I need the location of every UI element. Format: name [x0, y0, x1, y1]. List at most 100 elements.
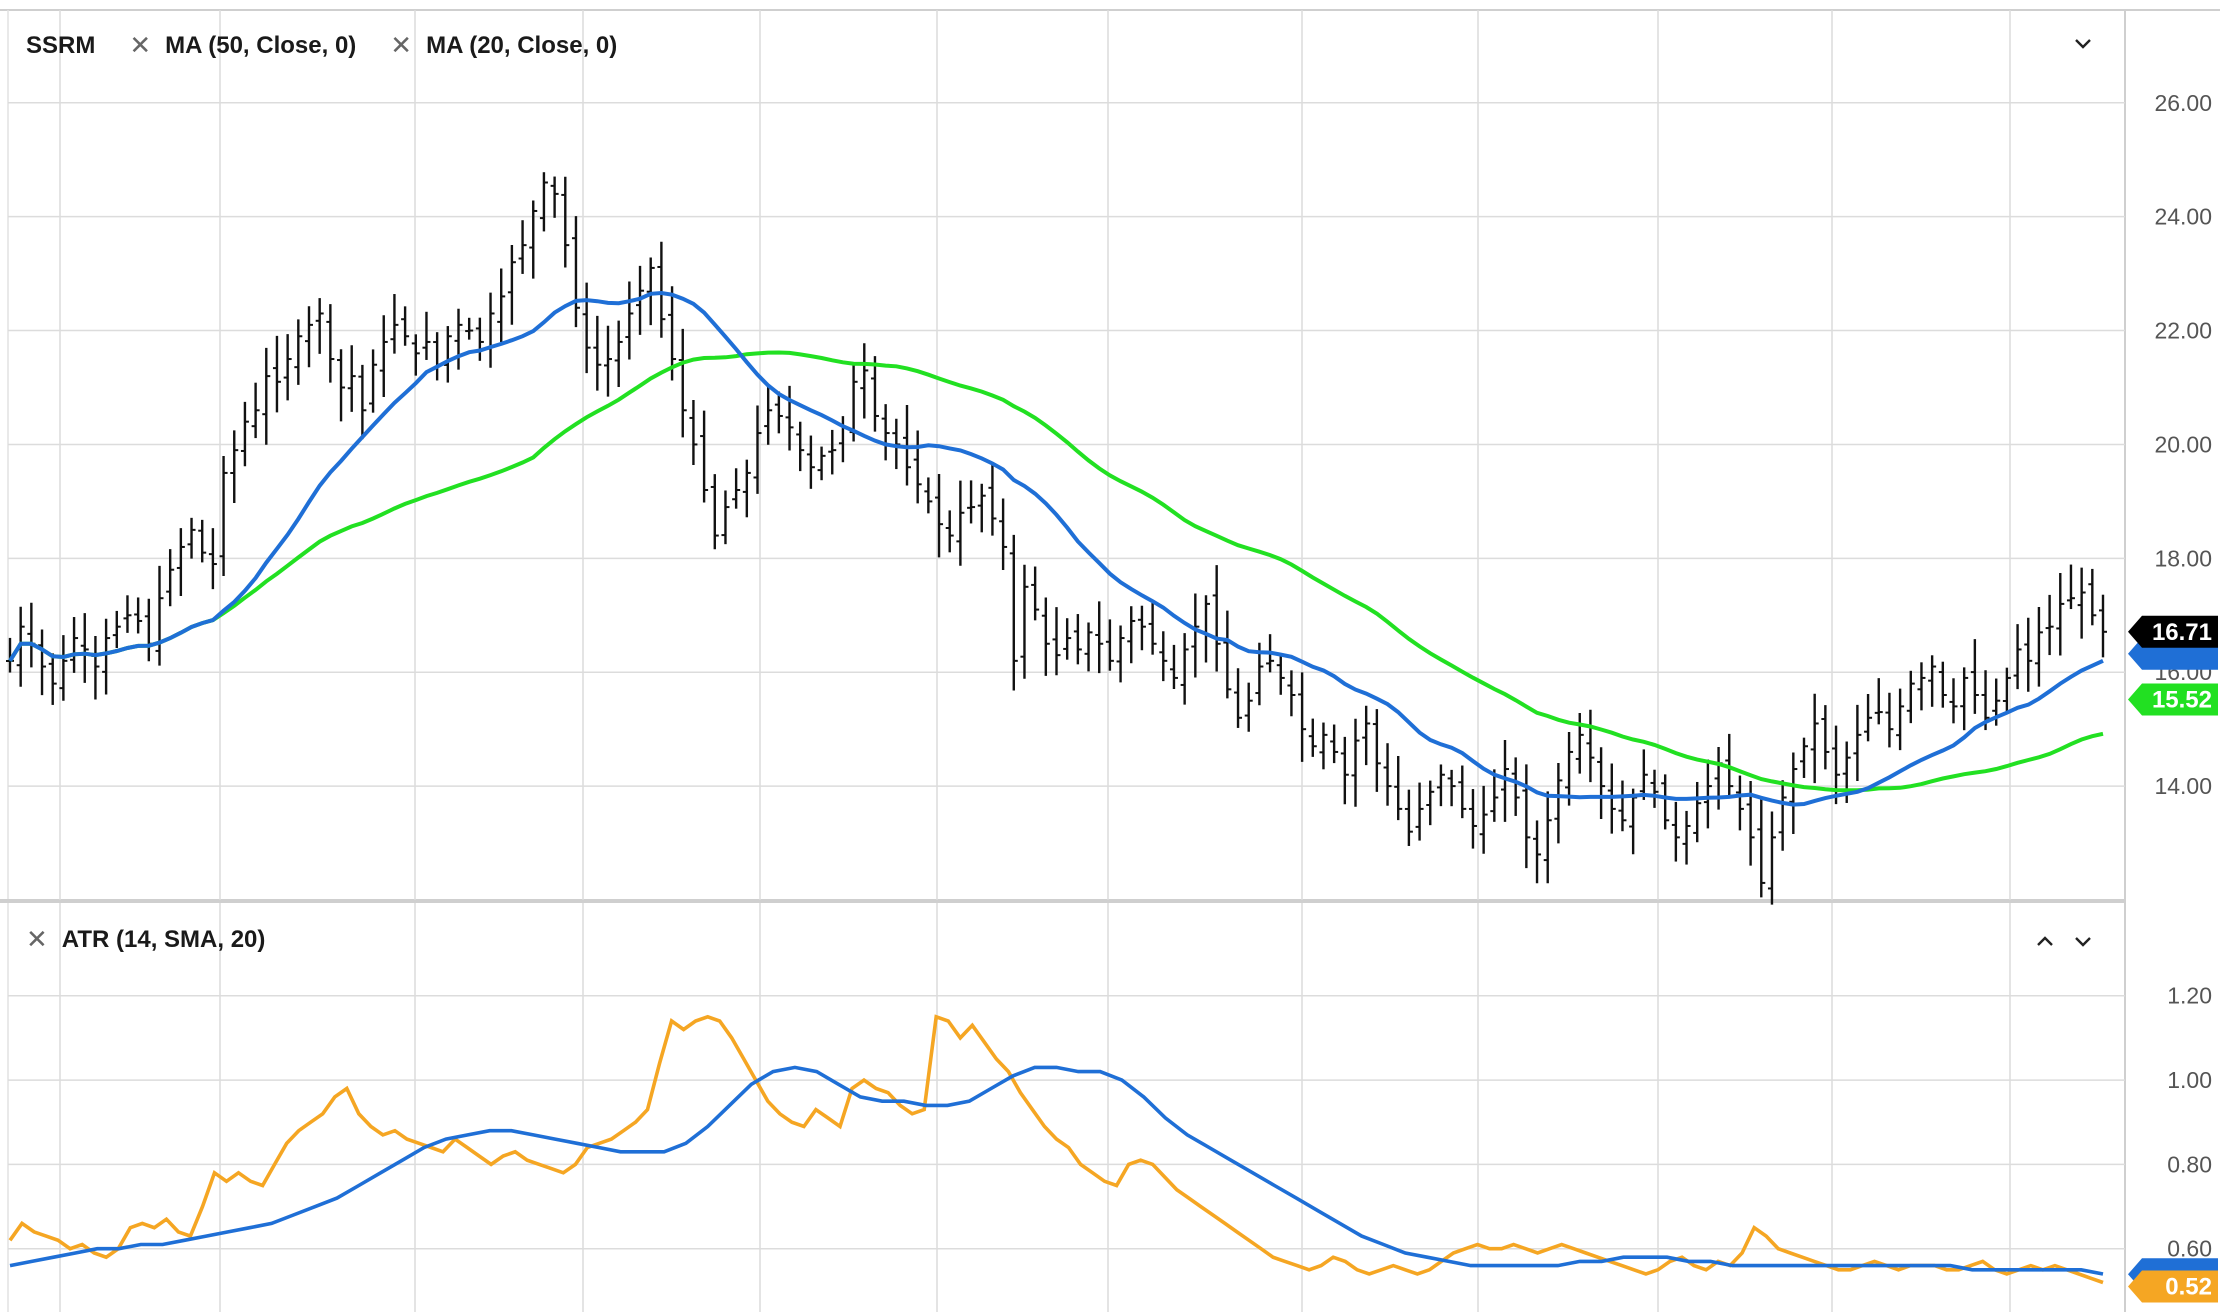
ohlc-bar — [155, 565, 164, 666]
chevron-up-icon[interactable] — [2034, 930, 2056, 958]
ohlc-bar — [828, 429, 837, 475]
ohlc-bar — [1127, 606, 1136, 664]
ohlc-bar — [1511, 757, 1520, 816]
ohlc-bar — [956, 480, 965, 566]
ohlc-bar — [1298, 672, 1307, 762]
ma50-label: MA (50, Close, 0) — [165, 31, 357, 59]
ohlc-bar — [176, 528, 185, 596]
ohlc-bar — [796, 421, 805, 472]
ohlc-bar — [1223, 610, 1232, 699]
ohlc-bar — [1468, 789, 1477, 849]
ohlc-bar — [518, 220, 527, 274]
ohlc-bar — [1159, 631, 1168, 682]
ohlc-bar — [539, 172, 548, 232]
ohlc-bar — [1063, 618, 1072, 660]
ohlc-bar — [1960, 667, 1969, 731]
ohlc-bar — [347, 345, 356, 412]
legend-ma50[interactable]: ✕ MA (50, Close, 0) — [129, 30, 356, 61]
ohlc-bar — [1137, 605, 1146, 651]
ohlc-bar — [1287, 670, 1296, 717]
ohlc-bar — [1116, 625, 1125, 683]
ohlc-bar — [967, 480, 976, 524]
ohlc-bar — [315, 298, 324, 354]
ohlc-bar — [2034, 606, 2043, 687]
ohlc-bar — [668, 286, 677, 381]
ohlc-bar — [1415, 782, 1424, 841]
ohlc-bar — [1148, 602, 1157, 655]
ohlc-bar — [721, 490, 730, 545]
ohlc-bar — [678, 328, 687, 438]
price-tick-label: 14.00 — [2154, 773, 2212, 799]
ohlc-bar — [326, 304, 335, 383]
price-tick-label: 18.00 — [2154, 545, 2212, 571]
ohlc-bar — [337, 349, 346, 422]
ohlc-bar — [1789, 752, 1798, 834]
symbol-label[interactable]: SSRM — [26, 32, 95, 60]
price-ohlc-bars — [6, 172, 2107, 905]
ma20-line — [8, 290, 2104, 807]
ohlc-bar — [1757, 797, 1766, 898]
ohlc-bar — [166, 549, 175, 607]
ohlc-bar — [2013, 624, 2022, 690]
ohlc-bar — [2024, 617, 2033, 692]
moving-average-lines — [8, 290, 2104, 807]
ohlc-bar — [1052, 607, 1061, 676]
ohlc-bar — [1308, 718, 1317, 757]
ohlc-bar — [913, 430, 922, 504]
ma50-badge: 15.52 — [2128, 683, 2218, 716]
ohlc-bar — [1970, 639, 1979, 714]
ohlc-bar — [1404, 789, 1413, 846]
ohlc-bar — [1800, 737, 1808, 778]
last-price-badge: 16.71 — [2128, 615, 2218, 648]
ohlc-bar — [1554, 763, 1563, 844]
ohlc-bar — [935, 473, 944, 558]
ohlc-bar — [369, 349, 378, 413]
chevron-down-icon[interactable] — [2072, 32, 2094, 60]
atr-line — [8, 1014, 2104, 1285]
ohlc-bar — [1362, 705, 1371, 766]
ohlc-bar — [1073, 614, 1082, 665]
close-icon[interactable]: ✕ — [129, 30, 152, 60]
ohlc-bar — [80, 613, 89, 683]
ohlc-bar — [2077, 567, 2086, 639]
chevron-down-icon[interactable] — [2072, 930, 2094, 958]
ohlc-bar — [70, 617, 79, 673]
atr-badge: 0.52 — [2128, 1270, 2218, 1303]
ohlc-bar — [433, 332, 442, 381]
ohlc-bar — [1938, 661, 1947, 708]
ohlc-bar — [999, 498, 1008, 571]
ohlc-bar — [924, 477, 933, 514]
ohlc-bar — [1853, 704, 1862, 782]
close-icon[interactable]: ✕ — [26, 924, 48, 954]
close-icon[interactable]: ✕ — [390, 30, 413, 60]
ohlc-bar — [1629, 788, 1638, 855]
ohlc-bar — [1949, 678, 1958, 724]
ohlc-bar — [2056, 572, 2065, 656]
ohlc-bar — [1031, 566, 1040, 621]
ohlc-bar — [38, 629, 47, 696]
price-tick-label: 26.00 — [2154, 90, 2212, 116]
ohlc-bar — [625, 281, 634, 360]
ohlc-bar — [571, 216, 580, 328]
ohlc-bar — [860, 343, 869, 419]
ohlc-bar — [1832, 725, 1841, 805]
ohlc-bar — [657, 241, 666, 338]
ohlc-bar — [422, 311, 431, 360]
ohlc-bar — [1565, 731, 1574, 806]
atr-tick-label: 0.60 — [2167, 1236, 2212, 1262]
atr-tick-label: 1.00 — [2167, 1067, 2212, 1093]
atr-sma-line — [9, 1065, 2104, 1276]
legend-ma20[interactable]: ✕ MA (20, Close, 0) — [390, 30, 617, 61]
ohlc-bar — [1041, 597, 1050, 676]
ohlc-bar — [262, 347, 271, 445]
ohlc-bar — [1394, 756, 1403, 821]
ohlc-bar — [1661, 774, 1670, 830]
legend-atr[interactable]: ✕ ATR (14, SMA, 20) — [26, 924, 265, 955]
ohlc-bar — [1383, 743, 1392, 806]
ohlc-bar — [134, 597, 143, 634]
ohlc-bar — [230, 430, 239, 504]
ohlc-bar — [1009, 534, 1018, 691]
ohlc-bar — [977, 483, 986, 533]
ohlc-bar — [1917, 662, 1926, 711]
